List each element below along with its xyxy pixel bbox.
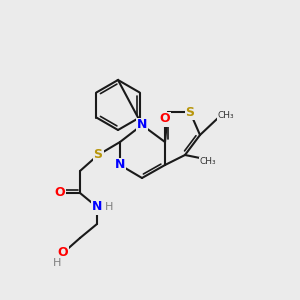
Text: CH₃: CH₃ — [218, 112, 234, 121]
Text: CH₃: CH₃ — [200, 158, 216, 166]
Text: N: N — [137, 118, 147, 131]
Text: N: N — [92, 200, 102, 214]
Text: S: S — [185, 106, 194, 118]
Text: S: S — [94, 148, 103, 161]
Text: H: H — [105, 202, 113, 212]
Text: O: O — [55, 187, 65, 200]
Text: N: N — [115, 158, 125, 172]
Text: H: H — [53, 258, 61, 268]
Text: O: O — [160, 112, 170, 125]
Text: O: O — [58, 247, 68, 260]
